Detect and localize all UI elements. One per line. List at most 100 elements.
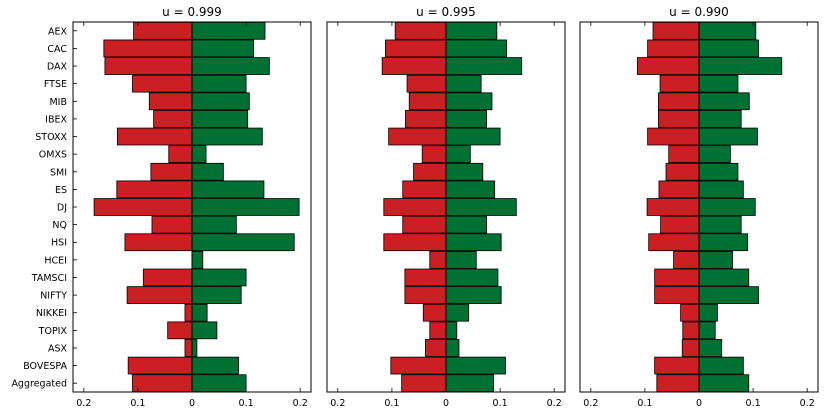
bar-positive xyxy=(698,162,739,181)
bar-negative xyxy=(421,145,447,164)
bar-positive xyxy=(698,215,742,234)
bar-positive xyxy=(445,74,482,93)
bar-negative xyxy=(104,57,193,75)
category-label: DJ xyxy=(57,203,67,214)
category-label: NQ xyxy=(52,220,67,231)
x-tick-label: 0.1 xyxy=(493,398,508,409)
bar-positive xyxy=(445,145,471,164)
panel-1: u = 0.999 0.2 0.1 0 0.1 0.2 xyxy=(72,5,312,409)
bar-negative xyxy=(658,92,700,111)
bar-positive xyxy=(445,21,498,40)
panel-title: u = 0.999 xyxy=(162,5,222,19)
bar-negative xyxy=(429,250,447,269)
x-tick-label: 0 xyxy=(189,398,195,409)
bar-negative xyxy=(648,233,700,252)
bar-positive xyxy=(445,356,506,375)
bar-negative xyxy=(167,321,193,340)
x-tick-label: 0 xyxy=(696,398,702,409)
x-tick-label: 0.2 xyxy=(800,398,815,409)
bar-positive xyxy=(445,39,507,58)
bar-negative xyxy=(656,374,700,393)
bar-positive xyxy=(698,127,758,146)
bar-positive xyxy=(191,356,239,375)
category-label: CAC xyxy=(47,44,67,55)
category-label: DAX xyxy=(47,62,68,73)
bar-positive xyxy=(698,339,723,357)
bar-positive xyxy=(191,303,208,322)
bar-negative xyxy=(402,215,447,234)
bar-positive xyxy=(191,21,266,40)
bar-negative xyxy=(660,215,700,234)
bar-negative xyxy=(422,303,447,322)
bar-negative xyxy=(132,374,193,393)
bar-negative xyxy=(658,180,700,199)
bar-negative xyxy=(153,110,193,128)
bar-positive xyxy=(191,145,207,164)
bar-negative xyxy=(394,21,447,40)
panel-title: u = 0.990 xyxy=(669,5,729,19)
bar-negative xyxy=(184,339,193,357)
bar-positive xyxy=(698,21,757,40)
category-label: HSI xyxy=(51,238,67,249)
category-label: TOPIX xyxy=(38,326,68,337)
bar-negative xyxy=(646,198,700,216)
bar-positive xyxy=(445,180,496,199)
bar-negative xyxy=(652,21,700,40)
bar-positive xyxy=(445,198,517,216)
bar-negative xyxy=(654,356,700,375)
bar-negative xyxy=(388,127,447,146)
bar-positive xyxy=(191,198,300,216)
bar-positive xyxy=(698,250,733,269)
panel-title: u = 0.995 xyxy=(416,5,476,19)
x-tick-label: 0.1 xyxy=(384,398,399,409)
x-tick-label: 0.2 xyxy=(293,398,308,409)
bar-negative xyxy=(383,198,447,216)
panel-2: u = 0.995 0.2 0.1 0 0.1 0.2 xyxy=(326,5,566,409)
category-label: IBEX xyxy=(45,114,67,125)
category-label: BOVESPA xyxy=(23,361,67,372)
bar-positive xyxy=(191,250,204,269)
x-tick-label: 0.2 xyxy=(547,398,562,409)
bar-positive xyxy=(698,74,739,93)
bar-positive xyxy=(445,303,470,322)
bar-positive xyxy=(191,268,247,287)
bar-negative xyxy=(658,110,700,128)
bar-positive xyxy=(698,268,750,287)
bar-positive xyxy=(191,74,247,93)
x-tick-label: 0.1 xyxy=(239,398,254,409)
bar-negative xyxy=(401,374,447,393)
x-tick-label: 0.1 xyxy=(746,398,761,409)
bar-positive xyxy=(698,92,750,111)
bar-positive xyxy=(191,39,255,58)
bar-negative xyxy=(405,110,447,128)
bar-positive xyxy=(445,374,494,393)
bar-negative xyxy=(673,250,700,269)
bar-negative xyxy=(668,145,700,164)
bar-positive xyxy=(445,339,460,357)
bar-positive xyxy=(191,339,198,357)
category-label: ASX xyxy=(48,343,68,354)
bar-positive xyxy=(191,162,224,181)
bar-negative xyxy=(148,92,193,111)
bar-negative xyxy=(142,268,193,287)
bar-positive xyxy=(191,321,218,340)
bar-negative xyxy=(124,233,193,252)
bar-negative xyxy=(647,39,700,58)
bar-negative xyxy=(408,92,447,111)
bar-positive xyxy=(191,215,237,234)
bar-positive xyxy=(191,92,250,111)
bar-negative xyxy=(116,180,193,199)
category-label: OMXS xyxy=(39,150,67,161)
bar-positive xyxy=(191,180,265,199)
bar-negative xyxy=(665,162,700,181)
bar-positive xyxy=(698,233,749,252)
bar-negative xyxy=(381,57,447,75)
x-tick-label: 0.2 xyxy=(583,398,598,409)
x-tick-label: 0.1 xyxy=(637,398,652,409)
bar-negative xyxy=(429,321,447,340)
bar-negative xyxy=(126,286,193,304)
bar-negative xyxy=(425,339,447,357)
x-tick-label: 0.1 xyxy=(130,398,145,409)
bar-negative xyxy=(116,127,193,146)
category-label: Aggregated xyxy=(11,379,67,390)
